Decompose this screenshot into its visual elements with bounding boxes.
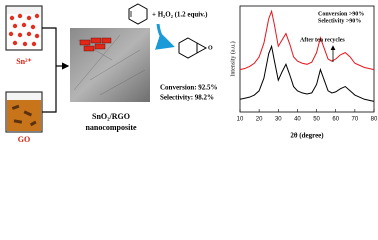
annotation: After ten recycles	[300, 37, 345, 43]
x-tick-label: 20	[256, 117, 263, 123]
composite-label: SnO₂/RGO	[92, 112, 130, 121]
plot-frame	[239, 5, 375, 113]
figure: Sn²⁺ GO SnO₂/RGO nanocomposite + H₂O₂ (1…	[5, 3, 378, 144]
sn-beaker	[5, 5, 43, 51]
reaction-arrow	[154, 23, 175, 50]
annotation: Selectivity >90%	[318, 18, 361, 24]
x-axis-label: 2θ (degree)	[290, 132, 324, 140]
composite-label: nanocomposite	[85, 123, 137, 132]
result-label: Selectivity: 98.2%	[160, 94, 214, 102]
epoxide-o: O	[208, 45, 213, 51]
page: Sn²⁺ GO SnO₂/RGO nanocomposite + H₂O₂ (1…	[5, 3, 378, 144]
tem-image	[70, 28, 150, 102]
x-tick-label: 80	[371, 117, 378, 123]
x-tick-label: 70	[352, 117, 359, 123]
x-tick-label: 10	[237, 117, 244, 123]
series-line	[239, 44, 375, 102]
y-axis-label: Intensity (a.u.)	[229, 41, 236, 76]
x-tick-label: 60	[332, 117, 339, 123]
result-label: Conversion: 92.5%	[160, 84, 218, 92]
x-tick-label: 30	[275, 117, 282, 123]
cyclohexene	[128, 3, 148, 25]
connector	[42, 27, 70, 113]
epoxide	[178, 37, 208, 59]
go-beaker	[5, 91, 43, 133]
x-tick-label: 50	[313, 117, 320, 123]
go-label: GO	[18, 135, 30, 144]
series-line	[239, 9, 375, 71]
x-tick-label: 40	[294, 117, 301, 123]
sn-label: Sn²⁺	[16, 57, 32, 66]
annotation: Conversion >90%	[318, 11, 364, 17]
reagent-label: + H₂O₂ (1.2 equiv.)	[152, 11, 208, 19]
